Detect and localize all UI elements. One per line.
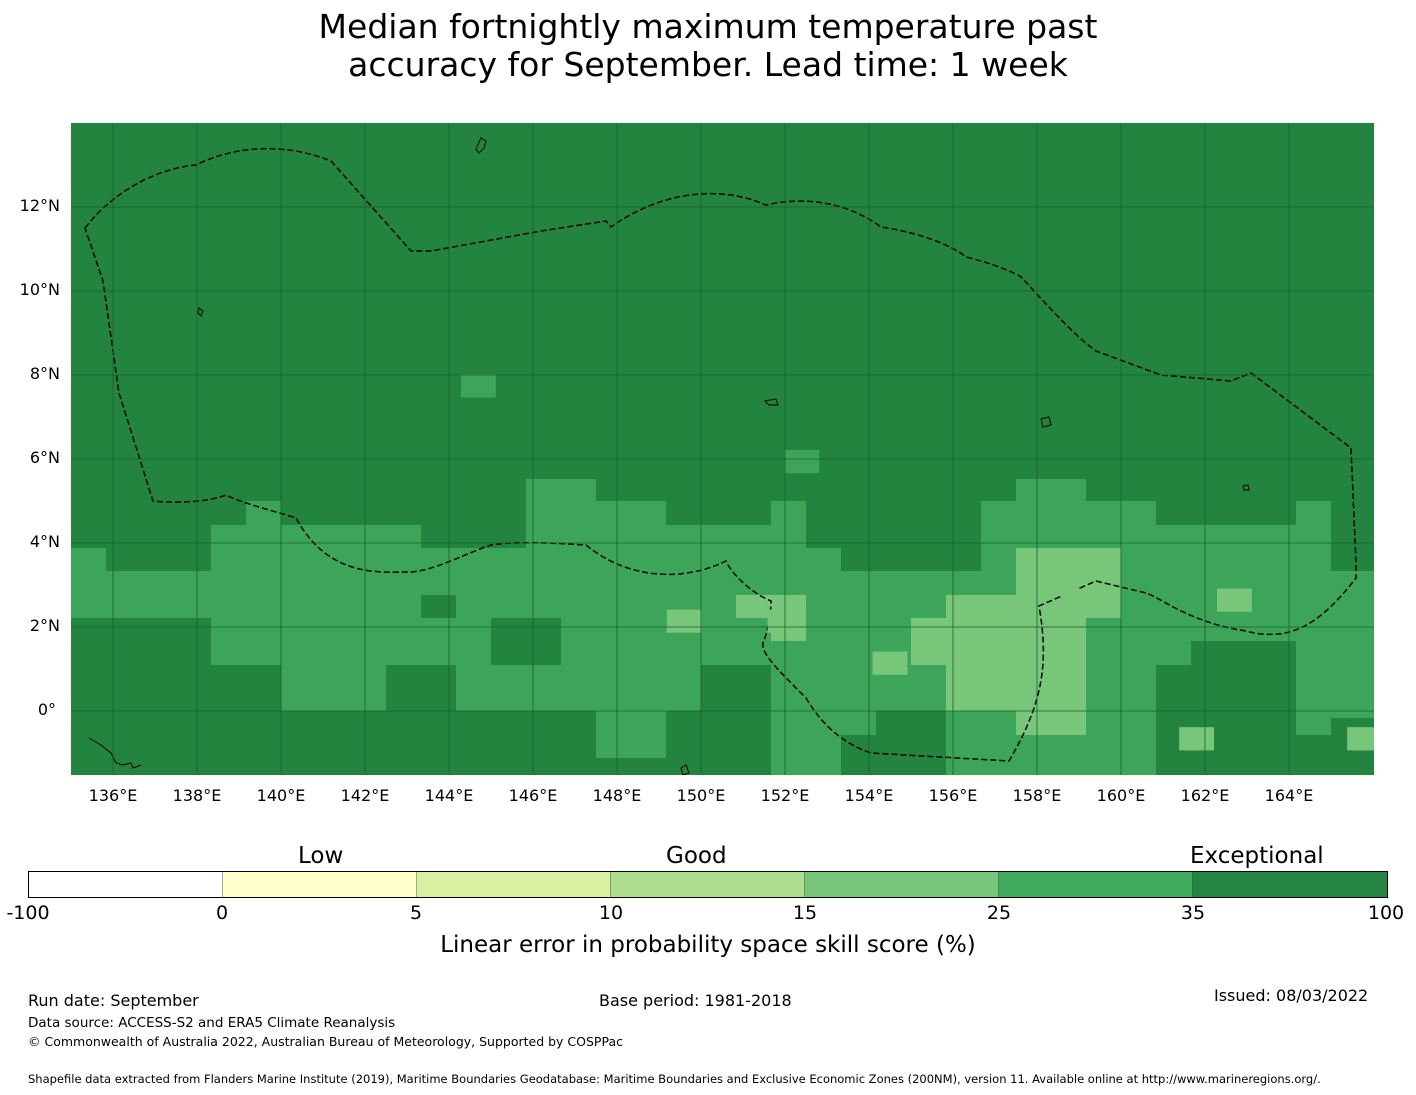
anomaly-cell xyxy=(1179,727,1215,751)
colorbar-segment xyxy=(1193,872,1387,897)
anomaly-cell xyxy=(784,449,820,474)
island-png-coast xyxy=(680,764,690,775)
lon-label: 146°E xyxy=(508,786,558,805)
colorbar-tick: 15 xyxy=(792,902,818,924)
island-chuuk xyxy=(763,398,779,406)
colorbar-tick: 100 xyxy=(1367,902,1405,924)
lon-label: 158°E xyxy=(1012,786,1062,805)
lat-label-4n: 4°N xyxy=(29,532,60,551)
lon-label: 160°E xyxy=(1096,786,1146,805)
anomaly-cell xyxy=(1061,588,1097,612)
skill-patch-35-100 xyxy=(701,665,771,735)
lat-label-6n: 6°N xyxy=(29,448,60,467)
anomaly-cell xyxy=(1216,588,1252,612)
lon-label: 144°E xyxy=(424,786,474,805)
colorbar xyxy=(28,871,1388,898)
lon-label: 156°E xyxy=(928,786,978,805)
data-source: Data source: ACCESS-S2 and ERA5 Climate … xyxy=(28,1015,396,1031)
islands xyxy=(88,137,1250,775)
legend-category-exceptional: Exceptional xyxy=(1190,843,1324,869)
lon-label: 136°E xyxy=(88,786,138,805)
lat-label-0: 0° xyxy=(37,700,56,719)
lon-label: 142°E xyxy=(340,786,390,805)
lon-label: 152°E xyxy=(760,786,810,805)
colorbar-segment xyxy=(29,872,224,897)
colorbar-label: Linear error in probability space skill … xyxy=(440,932,976,958)
island-guam xyxy=(475,137,487,154)
lat-label-10n: 10°N xyxy=(19,280,60,299)
lon-label: 150°E xyxy=(676,786,726,805)
anomaly-cell xyxy=(872,651,908,675)
island-pohnpei xyxy=(1040,416,1052,428)
colorbar-tick: -100 xyxy=(6,902,50,924)
lat-label-8n: 8°N xyxy=(29,364,60,383)
colorbar-segment xyxy=(611,872,806,897)
skill-map xyxy=(71,123,1374,775)
colorbar-segment xyxy=(805,872,1000,897)
lat-label-12n: 12°N xyxy=(19,196,60,215)
shapefile-note: Shapefile data extracted from Flanders M… xyxy=(28,1072,1321,1086)
title-line-1: Median fortnightly maximum temperature p… xyxy=(318,7,1098,46)
colorbar-tick: 35 xyxy=(1180,902,1206,924)
skill-patch-35-100 xyxy=(1191,641,1296,711)
graticule xyxy=(71,123,1374,775)
island-kosrae xyxy=(1242,484,1250,491)
issued-date: Issued: 08/03/2022 xyxy=(1214,986,1369,1005)
run-date: Run date: September xyxy=(28,991,199,1010)
skill-patch-35-100 xyxy=(421,595,456,618)
title-line-2: accuracy for September. Lead time: 1 wee… xyxy=(348,45,1068,84)
copyright: © Commonwealth of Australia 2022, Austra… xyxy=(28,1034,623,1049)
chart-title: Median fortnightly maximum temperature p… xyxy=(0,8,1416,84)
colorbar-segment xyxy=(999,872,1194,897)
skill-patch-35-100 xyxy=(491,618,561,665)
eez-boundary xyxy=(84,148,1357,762)
lon-label: 164°E xyxy=(1264,786,1314,805)
lat-label-2n: 2°N xyxy=(29,616,60,635)
island-ulithi xyxy=(197,307,204,317)
anomaly-cell xyxy=(956,630,992,654)
lon-label: 138°E xyxy=(172,786,222,805)
anomaly-cell xyxy=(1347,727,1374,751)
anomaly-cell xyxy=(666,609,702,633)
lon-label: 148°E xyxy=(592,786,642,805)
legend-category-low: Low xyxy=(298,843,344,869)
lon-label: 140°E xyxy=(256,786,306,805)
anomaly-cell xyxy=(460,374,496,398)
colorbar-tick: 25 xyxy=(986,902,1012,924)
colorbar-tick: 10 xyxy=(598,902,624,924)
lon-label: 162°E xyxy=(1180,786,1230,805)
map-canvas xyxy=(71,123,1374,775)
colorbar-segment xyxy=(223,872,418,897)
colorbar-tick: 0 xyxy=(215,902,229,924)
legend-category-good: Good xyxy=(666,843,727,869)
colorbar-tick: 5 xyxy=(409,902,423,924)
island-palau xyxy=(88,737,142,769)
colorbar-segment xyxy=(417,872,612,897)
base-period: Base period: 1981-2018 xyxy=(599,991,792,1010)
lon-label: 154°E xyxy=(844,786,894,805)
